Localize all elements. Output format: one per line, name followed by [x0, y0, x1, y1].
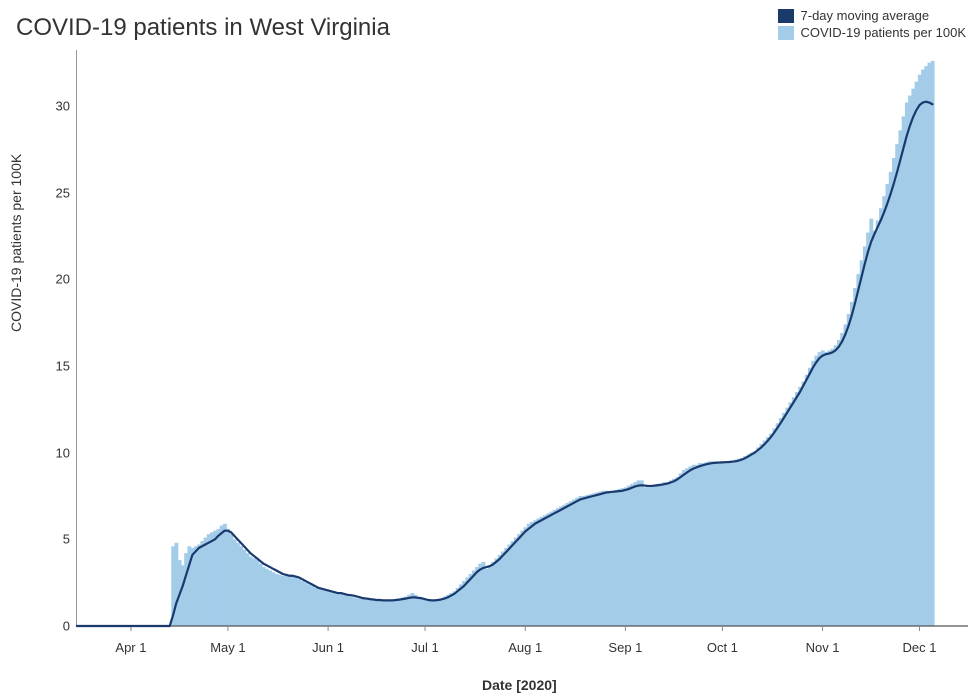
y-tick-label: 15 — [56, 359, 70, 374]
x-tick-label: Dec 1 — [903, 640, 937, 655]
legend-item-line: 7-day moving average — [778, 8, 966, 23]
legend-label-line: 7-day moving average — [801, 8, 930, 23]
x-tick-label: Jul 1 — [411, 640, 438, 655]
y-axis-label: COVID-19 patients per 100K — [8, 154, 24, 332]
y-tick-label: 5 — [63, 532, 70, 547]
legend-swatch-bars — [778, 26, 794, 40]
plot-svg — [76, 50, 968, 632]
x-tick-label: Nov 1 — [806, 640, 840, 655]
x-tick-label: Aug 1 — [508, 640, 542, 655]
x-tick-label: Jun 1 — [312, 640, 344, 655]
y-tick-label: 10 — [56, 445, 70, 460]
x-tick-label: Apr 1 — [115, 640, 146, 655]
x-tick-label: May 1 — [210, 640, 245, 655]
y-tick-label: 30 — [56, 99, 70, 114]
y-tick-label: 20 — [56, 272, 70, 287]
x-axis-label: Date [2020] — [482, 677, 557, 693]
x-tick-label: Oct 1 — [707, 640, 738, 655]
y-tick-label: 0 — [63, 619, 70, 634]
x-tick-label: Sep 1 — [608, 640, 642, 655]
plot-area — [76, 50, 968, 632]
chart-container: COVID-19 patients in West Virginia 7-day… — [0, 0, 980, 699]
legend-label-bars: COVID-19 patients per 100K — [801, 25, 966, 40]
chart-title: COVID-19 patients in West Virginia — [16, 14, 390, 42]
legend-swatch-line — [778, 9, 794, 23]
y-tick-label: 25 — [56, 185, 70, 200]
legend-item-bars: COVID-19 patients per 100K — [778, 25, 966, 40]
legend: 7-day moving average COVID-19 patients p… — [778, 8, 966, 42]
